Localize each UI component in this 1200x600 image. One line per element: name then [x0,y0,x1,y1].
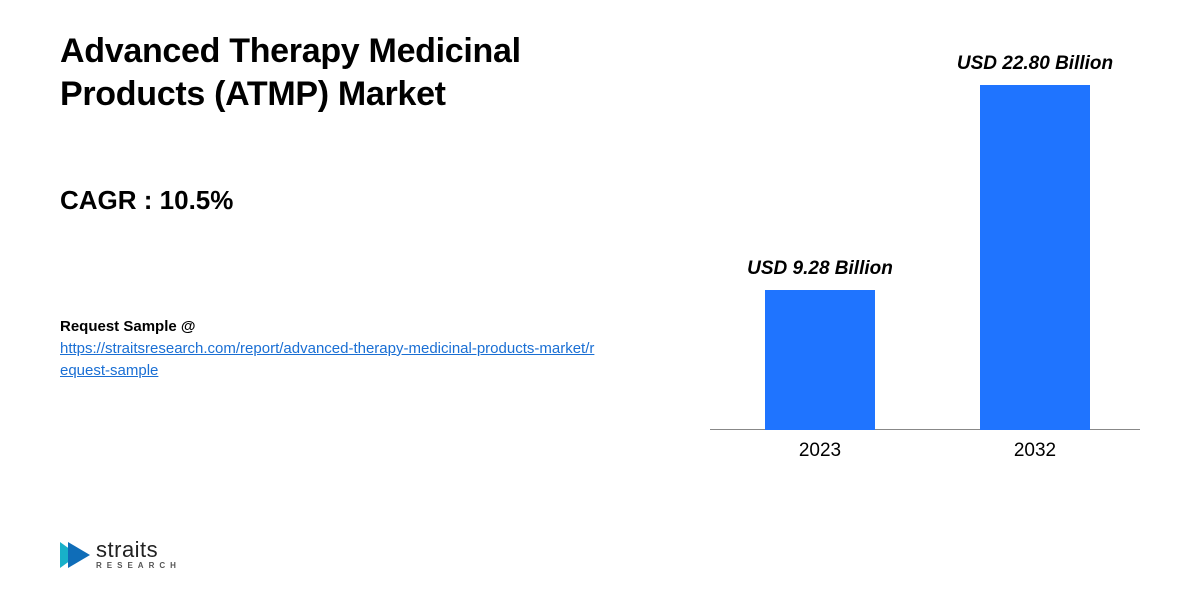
infographic-page: Advanced Therapy Medicinal Products (ATM… [0,0,1200,600]
request-sample-block: Request Sample @ https://straitsresearch… [60,316,600,381]
request-sample-link[interactable]: https://straitsresearch.com/report/advan… [60,340,594,379]
chart-bar-2023 [765,290,875,430]
chart-bar-label-2023: USD 9.28 Billion [710,258,930,280]
logo-main-text: straits [96,539,181,561]
cagr-stat: CAGR : 10.5% [60,185,600,216]
logo-text: straits RESEARCH [96,539,181,570]
chart-bar-label-2032: USD 22.80 Billion [925,53,1145,75]
page-title: Advanced Therapy Medicinal Products (ATM… [60,30,600,115]
market-bar-chart: USD 9.28 Billion USD 22.80 Billion 2023 … [710,20,1140,470]
brand-logo: straits RESEARCH [60,539,181,570]
left-column: Advanced Therapy Medicinal Products (ATM… [60,30,600,381]
chart-x-label-2023: 2023 [765,440,875,462]
chart-bar-2032 [980,85,1090,430]
chart-x-label-2032: 2032 [980,440,1090,462]
request-sample-label: Request Sample @ [60,318,196,335]
chart-plot-area: USD 9.28 Billion USD 22.80 Billion [710,20,1140,430]
logo-sub-text: RESEARCH [96,562,181,570]
logo-icon [60,542,90,568]
